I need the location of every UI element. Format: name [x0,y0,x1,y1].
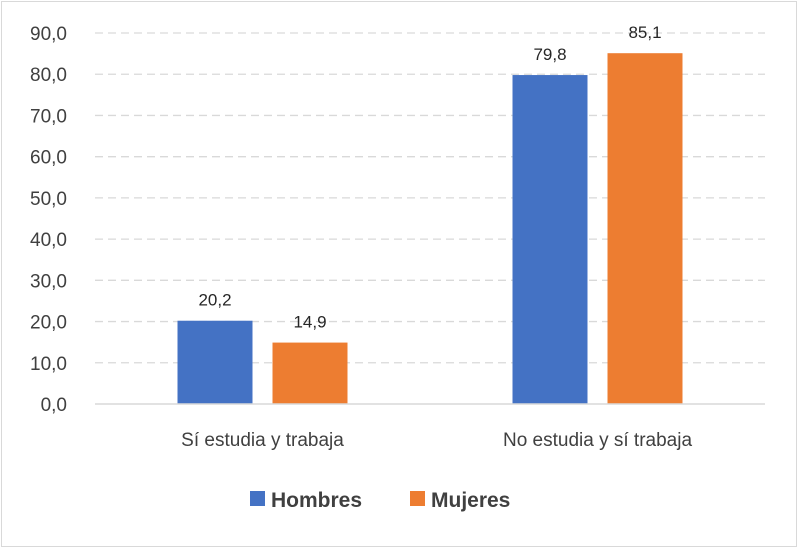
legend-label: Hombres [271,489,362,512]
y-tick-label: 90,0 [30,24,67,45]
data-label: 20,2 [198,291,231,310]
bar-mujeres [272,342,348,404]
bars [177,53,683,405]
y-axis-ticks: 0,0 10,0 20,0 30,0 40,0 50,0 60,0 70,0 80,0 90,0 [30,24,67,416]
y-tick-label: 70,0 [30,106,67,127]
legend-swatch-mujeres [410,491,425,506]
legend-label: Mujeres [431,489,510,512]
data-label: 14,9 [293,313,326,332]
x-category-label: No estudia y sí trabaja [503,430,692,451]
y-tick-label: 0,0 [41,395,67,416]
bar-mujeres [607,53,683,405]
y-tick-label: 80,0 [30,65,67,86]
y-tick-label: 40,0 [30,230,67,251]
x-category-label: Sí estudia y trabaja [181,430,344,451]
bar-hombres [177,320,253,404]
y-tick-label: 60,0 [30,148,67,169]
legend: Hombres Mujeres [250,489,510,512]
bar-hombres [512,75,588,405]
y-tick-label: 20,0 [30,313,67,334]
data-label: 79,8 [533,45,566,64]
x-axis-categories: Sí estudia y trabaja No estudia y sí trab… [181,430,692,451]
data-label: 85,1 [628,23,661,42]
legend-swatch-hombres [250,491,265,506]
y-tick-label: 50,0 [30,189,67,210]
y-tick-label: 30,0 [30,271,67,292]
data-labels: 20,2 14,9 79,8 85,1 [198,23,661,331]
y-tick-label: 10,0 [30,354,67,375]
